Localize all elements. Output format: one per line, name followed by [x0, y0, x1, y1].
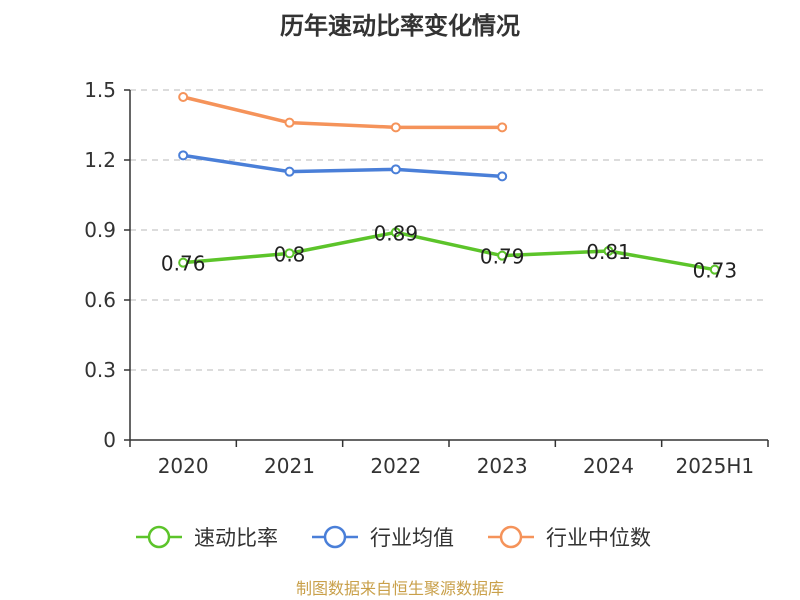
x-tick-label: 2025H1: [675, 454, 754, 478]
data-label: 0.73: [693, 259, 738, 283]
data-point: [284, 166, 295, 177]
data-label: 0.81: [586, 240, 631, 264]
legend-label: 速动比率: [194, 526, 278, 550]
x-tick-label: 2020: [158, 454, 209, 478]
series-line: [182, 153, 503, 179]
data-point: [178, 257, 189, 268]
chart-title: 历年速动比率变化情况: [280, 12, 520, 40]
legend-label: 行业中位数: [546, 526, 651, 550]
y-tick-label: 0.6: [84, 288, 116, 312]
grid-lines: [130, 89, 768, 371]
y-tick-label: 0: [103, 428, 116, 452]
data-label: 0.76: [161, 252, 206, 276]
legend-marker: [499, 525, 523, 549]
data-label: 0.89: [374, 221, 419, 245]
x-tick-label: 2023: [477, 454, 528, 478]
x-tick-label: 2021: [264, 454, 315, 478]
data-point: [497, 122, 508, 133]
legend-marker: [323, 525, 347, 549]
axes: 0 0.3 0.6 0.9 1.2 1.5 2020 2021 2022 2023 2024 2025…: [84, 78, 769, 478]
data-point: [390, 122, 401, 133]
y-tick-label: 1.5: [84, 78, 116, 102]
legend-marker: [147, 525, 171, 549]
data-labels: 0.76 0.8 0.89 0.79 0.81 0.73: [161, 221, 737, 282]
data-label: 0.8: [274, 242, 306, 266]
data-point: [709, 264, 720, 275]
y-tick-label: 0.9: [84, 218, 116, 242]
data-point: [390, 164, 401, 175]
data-point: [603, 246, 614, 256]
x-tick-label: 2022: [370, 454, 421, 478]
series-group: [178, 92, 720, 275]
series-line: [182, 95, 503, 130]
data-point: [390, 227, 401, 238]
data-point: [497, 250, 508, 261]
source-note: 制图数据来自恒生聚源数据库: [296, 579, 504, 598]
y-tick-label: 1.2: [84, 148, 116, 172]
x-tick-label: 2024: [583, 454, 634, 478]
series-line: [183, 230, 716, 272]
data-label: 0.79: [480, 245, 525, 269]
y-tick-label: 0.3: [84, 358, 116, 382]
data-point: [178, 92, 189, 102]
data-point: [284, 117, 295, 128]
data-point: [178, 150, 189, 161]
legend: 速动比率 行业均值 行业中位数: [136, 525, 651, 550]
data-point: [284, 248, 295, 259]
data-point: [497, 171, 508, 182]
legend-label: 行业均值: [370, 526, 454, 550]
